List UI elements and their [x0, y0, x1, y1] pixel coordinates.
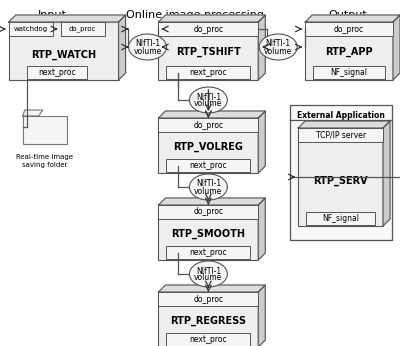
Text: NIfTI-1: NIfTI-1	[196, 180, 221, 189]
Text: do_proc: do_proc	[193, 25, 224, 34]
Bar	[290, 105, 392, 240]
Ellipse shape	[190, 174, 227, 200]
Text: next_proc: next_proc	[190, 335, 227, 344]
Text: saving folder: saving folder	[22, 162, 68, 168]
Bar	[166, 66, 250, 79]
Text: volume: volume	[194, 186, 222, 195]
Text: Online image processing: Online image processing	[126, 10, 264, 20]
Text: next_proc: next_proc	[190, 248, 227, 257]
Text: RTP_VOLREG: RTP_VOLREG	[174, 142, 243, 152]
Text: NF_signal: NF_signal	[322, 214, 359, 223]
Text: RTP_APP: RTP_APP	[325, 47, 373, 57]
Polygon shape	[158, 198, 265, 205]
Polygon shape	[118, 15, 126, 80]
Polygon shape	[305, 15, 400, 22]
Text: RTP_WATCH: RTP_WATCH	[31, 50, 96, 60]
Text: RTP_SERV: RTP_SERV	[313, 176, 368, 186]
Ellipse shape	[128, 34, 166, 60]
Text: Input: Input	[38, 10, 67, 20]
Text: External Application: External Application	[297, 110, 385, 119]
Text: TCP/IP server: TCP/IP server	[316, 130, 366, 139]
Text: NIfTI-1: NIfTI-1	[196, 92, 221, 101]
Bar	[306, 212, 375, 225]
Polygon shape	[258, 111, 265, 173]
Ellipse shape	[190, 261, 227, 287]
Polygon shape	[258, 285, 265, 346]
Bar	[158, 205, 258, 260]
Bar	[158, 292, 258, 346]
Bar	[313, 66, 385, 79]
Text: do_proc: do_proc	[193, 294, 224, 303]
Bar	[166, 333, 250, 346]
Polygon shape	[383, 121, 390, 226]
Bar	[158, 118, 258, 132]
Bar	[158, 292, 258, 306]
Polygon shape	[9, 15, 126, 22]
Ellipse shape	[190, 87, 227, 113]
Text: RTP_REGRESS: RTP_REGRESS	[170, 315, 246, 326]
Polygon shape	[393, 15, 400, 80]
Bar	[158, 118, 258, 173]
Bar	[158, 22, 258, 80]
Polygon shape	[298, 121, 390, 128]
Bar	[298, 128, 383, 142]
Bar	[166, 159, 250, 172]
Text: volume: volume	[264, 46, 292, 55]
Text: next_proc: next_proc	[190, 161, 227, 170]
Text: NIfTI-1: NIfTI-1	[196, 266, 221, 275]
Text: volume: volume	[194, 100, 222, 109]
Text: RTP_TSHIFT: RTP_TSHIFT	[176, 47, 241, 57]
Text: NIfTI-1: NIfTI-1	[135, 39, 160, 48]
Text: Real-time image: Real-time image	[16, 154, 73, 160]
Text: next_proc: next_proc	[38, 68, 76, 77]
Bar	[158, 205, 258, 219]
Bar	[305, 22, 393, 36]
Polygon shape	[158, 285, 265, 292]
Bar	[23, 116, 67, 144]
Text: next_proc: next_proc	[190, 68, 227, 77]
Text: volume: volume	[133, 46, 162, 55]
Polygon shape	[23, 110, 43, 116]
Polygon shape	[258, 15, 265, 80]
Polygon shape	[158, 111, 265, 118]
Polygon shape	[158, 15, 265, 22]
Bar	[298, 128, 383, 226]
Bar	[158, 22, 258, 36]
Polygon shape	[258, 198, 265, 260]
Bar	[9, 22, 53, 36]
Text: RTP_SMOOTH: RTP_SMOOTH	[171, 228, 245, 239]
Text: NF_signal: NF_signal	[331, 68, 368, 77]
Bar	[305, 22, 393, 80]
Bar	[9, 22, 118, 80]
Bar	[61, 22, 104, 36]
Text: do_proc: do_proc	[193, 120, 224, 129]
Text: NIfTI-1: NIfTI-1	[266, 39, 291, 48]
Text: do_proc: do_proc	[69, 26, 96, 33]
Text: do_proc: do_proc	[334, 25, 364, 34]
Text: volume: volume	[194, 273, 222, 282]
Bar	[166, 246, 250, 259]
Ellipse shape	[259, 34, 297, 60]
Text: Output: Output	[329, 10, 368, 20]
Bar	[27, 66, 87, 79]
Text: watchdog: watchdog	[14, 26, 48, 32]
Text: do_proc: do_proc	[193, 208, 224, 217]
